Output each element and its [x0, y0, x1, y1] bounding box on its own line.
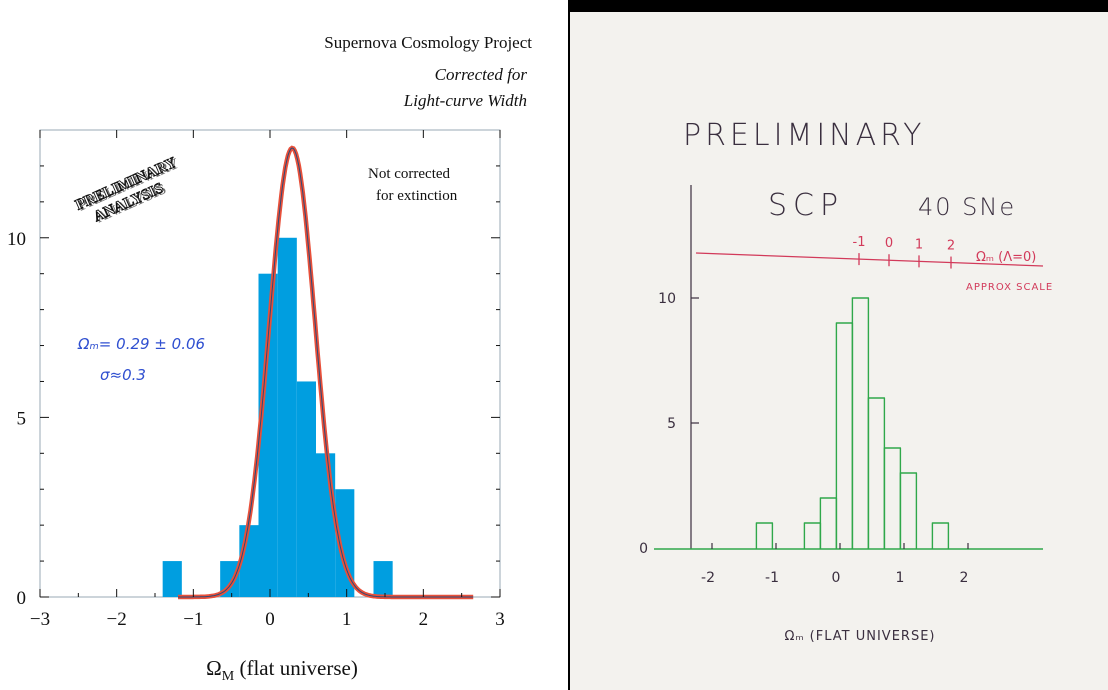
top-axis-approx-scale: APPROX SCALE [966, 282, 1053, 293]
left-x-tick-label-3: 0 [265, 609, 275, 630]
top-axis-label: Ωₘ (Λ=0) [976, 250, 1036, 265]
top-axis-tick-label-0: -1 [853, 235, 866, 250]
left-histogram-bar-4 [277, 237, 297, 597]
right-label-scp: SCP [768, 188, 844, 223]
top-axis-tick-label-3: 2 [947, 239, 955, 254]
right-x-tick-label-0: -2 [701, 570, 715, 586]
left-chart-subtitle-line1: Corrected for [435, 65, 528, 84]
top-axis-tick-label-1: 0 [885, 236, 893, 251]
omega-fit-note: Ωₘ= 0.29 ± 0.06 [77, 335, 205, 353]
right-plot-area: -1 0 1 2 0 5 10 -2 -1 0 1 2 [639, 185, 1044, 586]
right-histogram-step-0 [755, 522, 774, 549]
left-x-tick-label-4: 1 [342, 609, 352, 630]
right-y-tick-label-1: 5 [667, 416, 676, 432]
left-histogram-figure: Supernova Cosmology Project Corrected fo… [0, 0, 540, 690]
left-histogram-bar-6 [316, 453, 336, 597]
not-corrected-note-line2: for extinction [376, 188, 458, 204]
sigma-fit-note: σ≈0.3 [100, 366, 146, 384]
left-histogram-bar-7 [335, 489, 355, 597]
right-handdrawn-figure: PRELIMINARY SCP 40 SNe -1 0 1 2 0 5 10 -2 -1 0 1 2 … [568, 0, 1108, 690]
right-y-tick-label-0: 0 [639, 541, 648, 557]
left-chart-title: Supernova Cosmology Project [324, 33, 532, 52]
right-histogram-step-7 [899, 472, 918, 549]
left-x-tick-label-1: −2 [107, 609, 127, 630]
left-x-tick-label-2: −1 [183, 609, 203, 630]
left-histogram-bar-0 [162, 561, 182, 597]
left-histogram-bar-5 [296, 381, 316, 597]
top-lambda-axis [695, 252, 1044, 267]
right-y-tick-label-2: 10 [658, 291, 676, 307]
right-title-preliminary: PRELIMINARY [683, 118, 925, 153]
left-chart-subtitle-line2: Light-curve Width [403, 91, 527, 110]
left-histogram-bar-8 [373, 561, 393, 597]
top-axis-tick-label-2: 1 [915, 237, 923, 252]
left-plot-area: −3 −2 −1 0 1 2 3 0 5 10 [7, 129, 505, 630]
gaussian-fit-curve-core [178, 147, 474, 598]
left-y-tick-label-2: 10 [7, 229, 26, 250]
left-x-tick-label-5: 2 [419, 609, 429, 630]
right-x-tick-label-4: 2 [960, 570, 969, 586]
right-x-tick-label-2: 0 [832, 570, 841, 586]
paper-sheet [570, 12, 1108, 690]
left-x-tick-label-6: 3 [495, 609, 505, 630]
left-histogram-chart: Supernova Cosmology Project Corrected fo… [7, 33, 532, 684]
left-x-tick-label-0: −3 [30, 609, 50, 630]
right-x-tick-label-3: 1 [896, 570, 905, 586]
preliminary-analysis-stamp: PRELIMINARY PRELIMINARY ANALYSIS ANALYSI… [73, 154, 182, 226]
right-x-tick-label-1: -1 [765, 570, 779, 586]
right-label-40sne: 40 SNe [918, 193, 1016, 221]
left-y-tick-label-1: 5 [17, 408, 27, 429]
left-y-tick-label-0: 0 [17, 588, 27, 609]
right-x-axis-label: Ωₘ (FLAT UNIVERSE) [785, 629, 936, 644]
right-histogram-step-8 [931, 522, 950, 549]
not-corrected-note-line1: Not corrected [368, 166, 451, 182]
left-histogram-bar-3 [258, 273, 278, 597]
left-x-axis-label: ΩM (flat universe) [206, 656, 358, 684]
